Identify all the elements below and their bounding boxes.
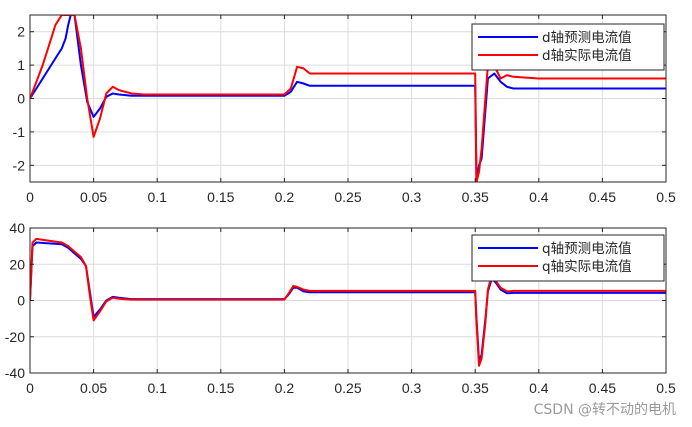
legend-box <box>471 23 665 71</box>
x-tick-label: 0.05 <box>80 189 107 205</box>
x-tick-label: 0.2 <box>275 189 295 205</box>
x-tick-label: 0.1 <box>147 380 167 396</box>
legend-label: q轴预测电流值 <box>542 241 632 257</box>
chart-d-axis-current: 0 0.05 0.1 0.15 0.2 0.25 0.3 0.35 0.4 0.45 0.5 -2 -1… <box>13 14 676 205</box>
x-tick-label: 0.3 <box>402 189 422 205</box>
x-tick-label: 0.5 <box>656 189 676 205</box>
series-line <box>30 15 666 182</box>
y-tick-label: 0 <box>17 293 25 309</box>
y-tick-label: 40 <box>9 220 25 236</box>
x-tick-label: 0.25 <box>334 189 361 205</box>
x-tick-label: 0.25 <box>334 380 361 396</box>
legend-label: d轴实际电流值 <box>542 48 632 64</box>
x-tick-label: 0.4 <box>529 380 549 396</box>
y-tick-label: 2 <box>17 24 25 40</box>
x-tick-label: 0.1 <box>147 189 167 205</box>
x-tick-label: 0.35 <box>462 189 489 205</box>
y-tick-label: -20 <box>5 329 25 345</box>
x-tick-label: 0.45 <box>589 189 616 205</box>
x-tick-label: 0.15 <box>207 189 234 205</box>
watermark-text: CSDN @转不动的电机 <box>534 402 676 418</box>
x-tick-label: 0.3 <box>402 380 422 396</box>
x-tick-label: 0.45 <box>589 380 616 396</box>
legend-label: q轴实际电流值 <box>542 259 632 275</box>
y-tick-label: 20 <box>9 256 25 272</box>
x-tick-label: 0 <box>26 189 34 205</box>
x-tick-label: 0.2 <box>275 380 295 396</box>
y-tick-label: -40 <box>5 365 25 381</box>
y-tick-label: 1 <box>17 57 25 73</box>
x-tick-label: 0.4 <box>529 189 549 205</box>
legend: d轴预测电流值 d轴实际电流值 <box>471 23 665 71</box>
y-tick-label: -2 <box>13 157 26 173</box>
x-tick-label: 0.5 <box>656 380 676 396</box>
x-tick-label: 0 <box>26 380 34 396</box>
x-tick-label: 0.35 <box>462 380 489 396</box>
legend-box <box>471 234 665 282</box>
y-tick-label: 0 <box>17 91 25 107</box>
y-tick-label: -1 <box>13 124 26 140</box>
chart-q-axis-current: 0 0.05 0.1 0.15 0.2 0.25 0.3 0.35 0.4 0.45 0.5 -40 -… <box>5 220 676 396</box>
legend-label: d轴预测电流值 <box>542 30 632 46</box>
x-tick-label: 0.05 <box>80 380 107 396</box>
legend: q轴预测电流值 q轴实际电流值 <box>471 234 665 282</box>
x-tick-label: 0.15 <box>207 380 234 396</box>
